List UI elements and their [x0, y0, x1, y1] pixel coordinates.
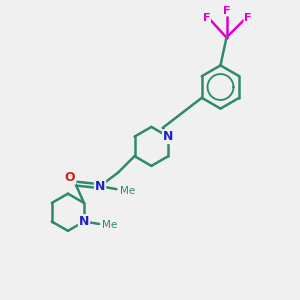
Text: F: F	[223, 5, 230, 16]
Text: N: N	[163, 130, 173, 143]
Text: N: N	[95, 180, 105, 193]
Text: Me: Me	[119, 186, 135, 196]
Text: Me: Me	[102, 220, 117, 230]
Text: N: N	[79, 215, 89, 228]
Text: O: O	[65, 171, 75, 184]
Text: F: F	[203, 13, 210, 23]
Text: F: F	[244, 13, 252, 23]
